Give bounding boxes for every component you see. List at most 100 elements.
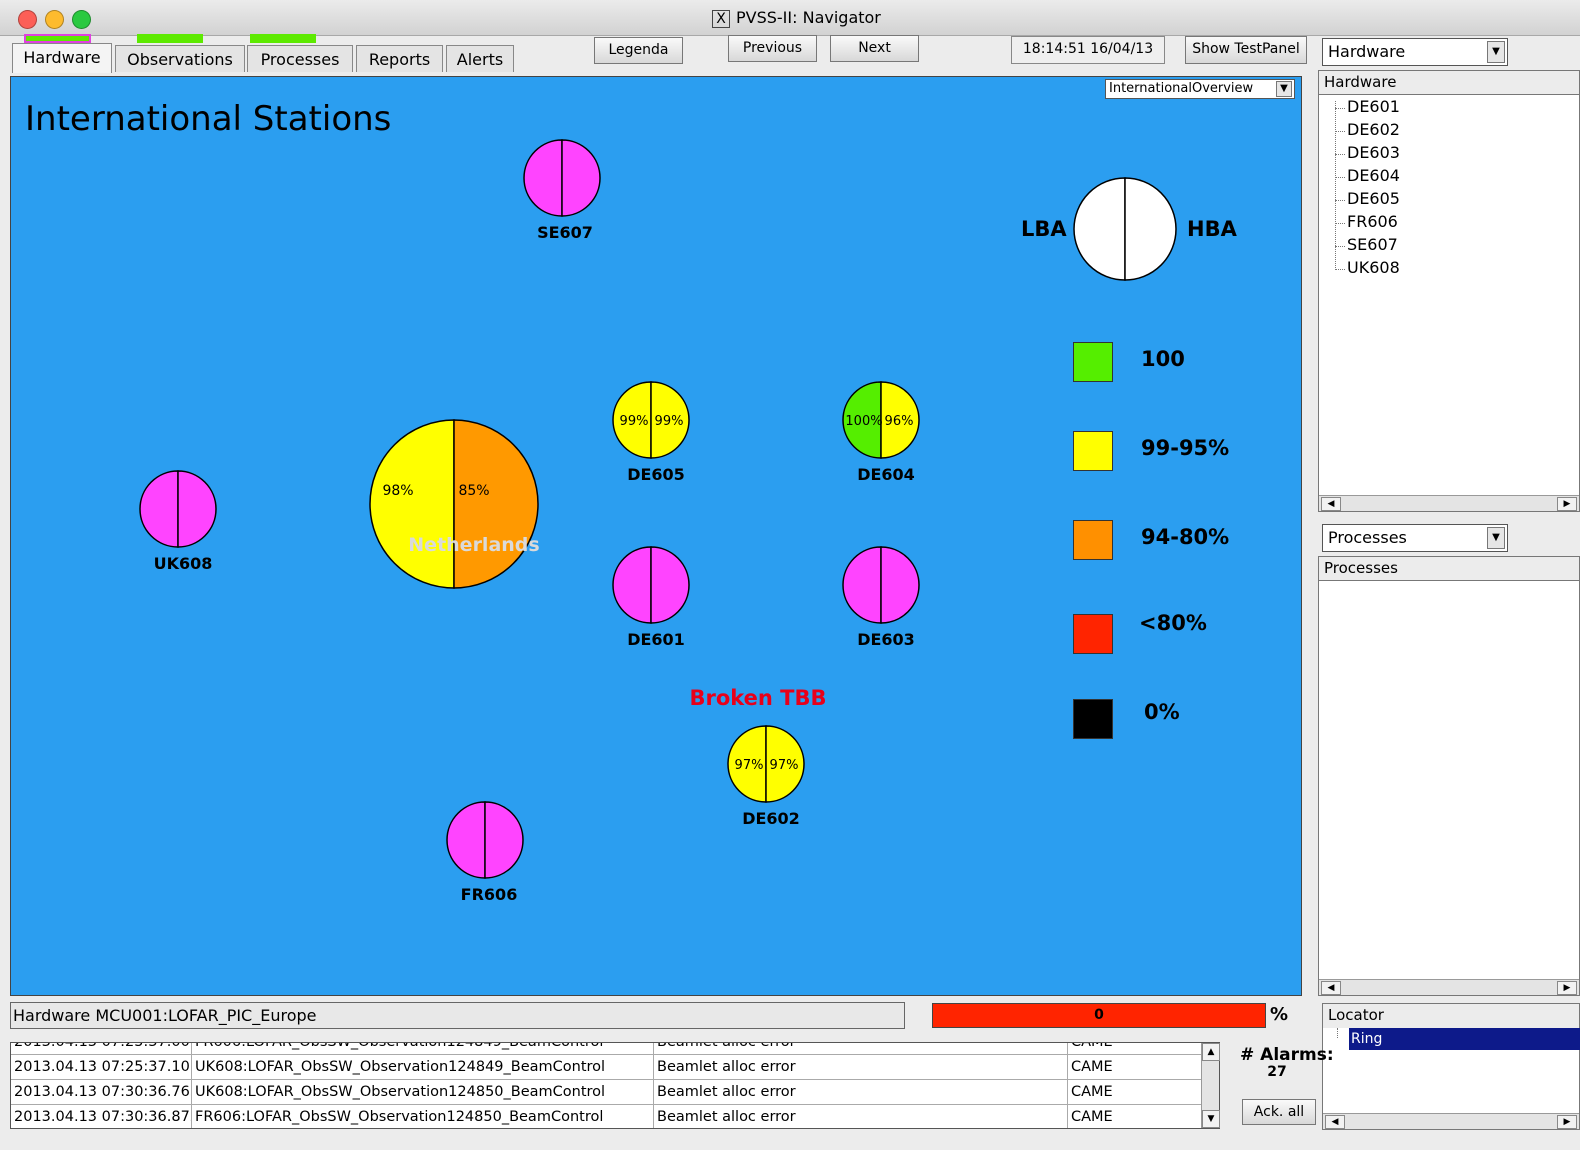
station-se607-lba[interactable]	[524, 140, 562, 216]
tree-item-uk608[interactable]: UK608	[1347, 258, 1400, 277]
ack-all-button[interactable]: Ack. all	[1242, 1099, 1316, 1125]
table-row[interactable]: 2013.04.13 07:30:36.763 UK608:LOFAR_ObsS…	[11, 1080, 1201, 1105]
tree-item-se607[interactable]: SE607	[1347, 235, 1398, 254]
scroll-up-icon[interactable]: ▲	[1202, 1043, 1220, 1061]
station-label-de605: DE605	[596, 465, 716, 484]
scroll-right-icon[interactable]: ▶	[1557, 497, 1577, 511]
show-testpanel-button[interactable]: Show TestPanel	[1185, 36, 1307, 64]
station-de605-lba-value: 99%	[620, 414, 649, 429]
tab-hardware[interactable]: Hardware	[12, 43, 112, 73]
alarm-source: FR606:LOFAR_ObsSW_Observation124849_Beam…	[192, 1042, 654, 1055]
alarm-text: Beamlet alloc error	[654, 1042, 1068, 1055]
station-label-de602: DE602	[711, 809, 831, 828]
tree-item-de604[interactable]: DE604	[1347, 166, 1400, 185]
tab-observations[interactable]: Observations	[115, 45, 245, 72]
netherlands-lba[interactable]	[370, 420, 454, 588]
status-field: Hardware MCU001:LOFAR_PIC_Europe	[10, 1002, 905, 1029]
minimize-window-button[interactable]	[45, 10, 64, 29]
close-window-button[interactable]	[18, 10, 37, 29]
netherlands-label: Netherlands	[389, 534, 559, 556]
alarm-vscrollbar[interactable]: ▲ ▼	[1201, 1043, 1219, 1128]
alarm-state: CAME	[1068, 1105, 1203, 1129]
station-label-de603: DE603	[826, 630, 946, 649]
station-de604-hba-value: 96%	[885, 414, 914, 429]
alarms-count: 27	[1262, 1064, 1292, 1080]
scroll-right-icon[interactable]: ▶	[1557, 981, 1577, 995]
x11-icon: X	[712, 10, 730, 28]
next-button[interactable]: Next	[830, 35, 919, 62]
chevron-down-icon: ▼	[1487, 41, 1505, 63]
station-uk608-lba[interactable]	[140, 471, 178, 547]
tree-item-fr606[interactable]: FR606	[1347, 212, 1398, 231]
legend-hba-half[interactable]	[1125, 178, 1176, 280]
scroll-left-icon[interactable]: ◀	[1321, 497, 1341, 511]
tab-reports[interactable]: Reports	[356, 45, 443, 72]
station-de603-hba[interactable]	[881, 547, 919, 623]
tree-connector	[1335, 246, 1345, 247]
tree-item-de603[interactable]: DE603	[1347, 143, 1400, 162]
alarm-text: Beamlet alloc error	[654, 1080, 1068, 1105]
hardware-hscrollbar[interactable]: ◀ ▶	[1319, 495, 1579, 511]
tree-item-de605[interactable]: DE605	[1347, 189, 1400, 208]
alarm-text: Beamlet alloc error	[654, 1105, 1068, 1129]
station-de604-lba-value: 100%	[845, 414, 882, 429]
locator-hscrollbar[interactable]: ◀ ▶	[1323, 1113, 1579, 1129]
scroll-left-icon[interactable]: ◀	[1325, 1115, 1345, 1129]
tree-item-de601[interactable]: DE601	[1347, 97, 1400, 116]
alarm-time: 2013.04.13 07:25:37.000	[11, 1042, 192, 1055]
hardware-tree-panel: Hardware DE601 DE602 DE603 DE604 DE605 FR606 S…	[1318, 70, 1580, 512]
legend-label-100: 100	[1141, 347, 1185, 371]
station-label-se607: SE607	[505, 223, 625, 242]
hardware-tab-indicator	[24, 34, 91, 43]
legend-hba-label: HBA	[1187, 217, 1237, 241]
tree-item-de602[interactable]: DE602	[1347, 120, 1400, 139]
station-de601-hba[interactable]	[651, 547, 689, 623]
station-de605-hba-value: 99%	[655, 414, 684, 429]
observations-tab-indicator	[137, 34, 203, 43]
tree-connector	[1335, 223, 1345, 224]
previous-button[interactable]: Previous	[728, 35, 817, 62]
table-row[interactable]: 2013.04.13 07:25:37.105 UK608:LOFAR_ObsS…	[11, 1055, 1201, 1080]
station-fr606-hba[interactable]	[485, 802, 523, 878]
netherlands-hba-value: 85%	[458, 483, 489, 499]
window-titlebar: X PVSS-II: Navigator	[0, 0, 1580, 36]
processes-tree-header: Processes	[1319, 557, 1579, 581]
station-de603-lba[interactable]	[843, 547, 881, 623]
legenda-button[interactable]: Legenda	[594, 37, 683, 64]
netherlands-lba-value: 98%	[382, 483, 413, 499]
netherlands-hba[interactable]	[454, 420, 538, 588]
alarm-text: Beamlet alloc error	[654, 1055, 1068, 1080]
tab-processes[interactable]: Processes	[247, 45, 353, 72]
alarm-source: UK608:LOFAR_ObsSW_Observation124849_Beam…	[192, 1055, 654, 1080]
legend-swatch-99-95	[1073, 431, 1113, 471]
tab-alerts[interactable]: Alerts	[446, 45, 514, 72]
station-de602-lba-value: 97%	[735, 758, 764, 773]
scroll-down-icon[interactable]: ▼	[1202, 1110, 1220, 1128]
legend-label-0: 0%	[1144, 700, 1180, 724]
processes-tree-panel: Processes ◀ ▶	[1318, 556, 1580, 996]
alarm-source: FR606:LOFAR_ObsSW_Observation124850_Beam…	[192, 1105, 654, 1129]
legend-lba-half[interactable]	[1074, 178, 1125, 280]
alarm-time: 2013.04.13 07:30:36.763	[11, 1080, 192, 1105]
legend-swatch-0	[1073, 699, 1113, 739]
station-se607-hba[interactable]	[562, 140, 600, 216]
chevron-down-icon: ▼	[1487, 527, 1505, 549]
alarm-time: 2013.04.13 07:30:36.872	[11, 1105, 192, 1129]
percent-unit: %	[1270, 1004, 1288, 1025]
processes-hscrollbar[interactable]: ◀ ▶	[1319, 979, 1579, 995]
zoom-window-button[interactable]	[72, 10, 91, 29]
processes-select[interactable]: Processes ▼	[1322, 524, 1508, 552]
locator-item-ring[interactable]: Ring	[1349, 1028, 1580, 1050]
station-de602-hba-value: 97%	[770, 758, 799, 773]
table-row[interactable]: 2013.04.13 07:25:37.000 FR606:LOFAR_ObsS…	[11, 1042, 1201, 1055]
legend-swatch-under-80	[1073, 614, 1113, 654]
station-uk608-hba[interactable]	[178, 471, 216, 547]
international-stations-map: International Stations InternationalOver…	[10, 76, 1302, 996]
station-fr606-lba[interactable]	[447, 802, 485, 878]
scroll-right-icon[interactable]: ▶	[1557, 1115, 1577, 1129]
table-row[interactable]: 2013.04.13 07:30:36.872 FR606:LOFAR_ObsS…	[11, 1105, 1201, 1129]
scroll-left-icon[interactable]: ◀	[1321, 981, 1341, 995]
hardware-select[interactable]: Hardware ▼	[1322, 38, 1508, 66]
health-progress-bar: 0	[932, 1003, 1266, 1028]
station-de601-lba[interactable]	[613, 547, 651, 623]
